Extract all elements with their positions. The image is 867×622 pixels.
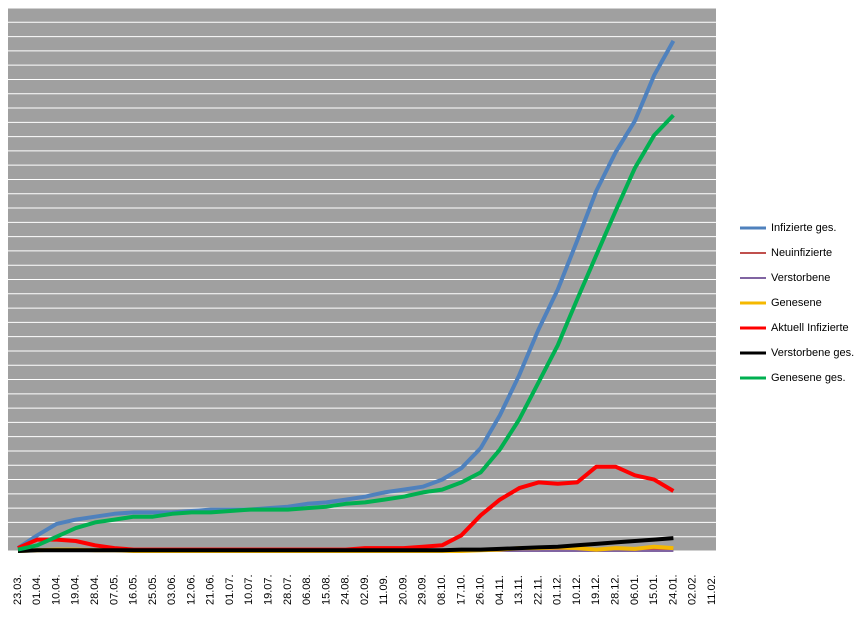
x-tick-label: 01.04. [31,574,43,605]
x-tick-label: 02.02. [687,574,699,605]
legend-label: Genesene [771,297,822,309]
x-tick-label: 01.12. [552,574,564,605]
x-tick-label: 19.07. [263,574,275,605]
x-tick-label: 15.08. [320,574,332,605]
x-tick-label: 16.05. [128,574,140,605]
x-tick-label: 24.01. [667,574,679,605]
x-tick-label: 15.01. [648,574,660,605]
x-tick-label: 07.05. [108,574,120,605]
x-tick-label: 23.03. [12,574,24,605]
x-tick-label: 19.04. [70,574,82,605]
x-tick-label: 11.02. [706,575,718,605]
x-tick-label: 21.06. [205,574,217,605]
x-tick-label: 11.09. [378,575,390,605]
x-tick-label: 10.12. [571,574,583,605]
x-tick-label: 28.12. [610,574,622,605]
legend-label: Verstorbene ges. [771,347,854,359]
x-tick-label: 10.07. [243,574,255,605]
series-line [16,39,676,550]
x-tick-label: 26.10. [475,574,487,605]
x-tick-label: 29.09. [417,574,429,605]
legend-label: Genesene ges. [771,372,846,384]
series-line [17,536,674,553]
x-tick-label: 03.06. [166,574,178,605]
x-tick-label: 17.10. [455,574,467,605]
series-line [17,113,675,552]
x-tick-label: 01.07. [224,574,236,605]
x-tick-label: 12.06. [185,574,197,605]
x-tick-label: 06.01. [629,574,641,605]
legend-label: Infizierte ges. [771,222,836,234]
x-tick-label: 19.12. [590,574,602,605]
x-tick-label: 24.08. [340,574,352,605]
x-tick-label: 02.09. [359,574,371,605]
legend-label: Aktuell Infizierte [771,322,849,334]
legend-label: Verstorbene [771,272,830,284]
x-tick-label: 04.11. [494,575,506,605]
x-tick-label: 13.11. [513,575,525,605]
x-tick-label: 10.04. [50,574,62,605]
x-tick-label: 25.05. [147,574,159,605]
x-tick-label: 20.09. [397,574,409,605]
x-tick-label: 08.10. [436,574,448,605]
x-tick-label: 28.04. [89,574,101,605]
legend-label: Neuinfizierte [771,247,832,259]
x-tick-label: 22.11. [532,575,544,605]
x-tick-label: 28.07. [282,574,294,605]
x-tick-label: 06.08. [301,574,313,605]
